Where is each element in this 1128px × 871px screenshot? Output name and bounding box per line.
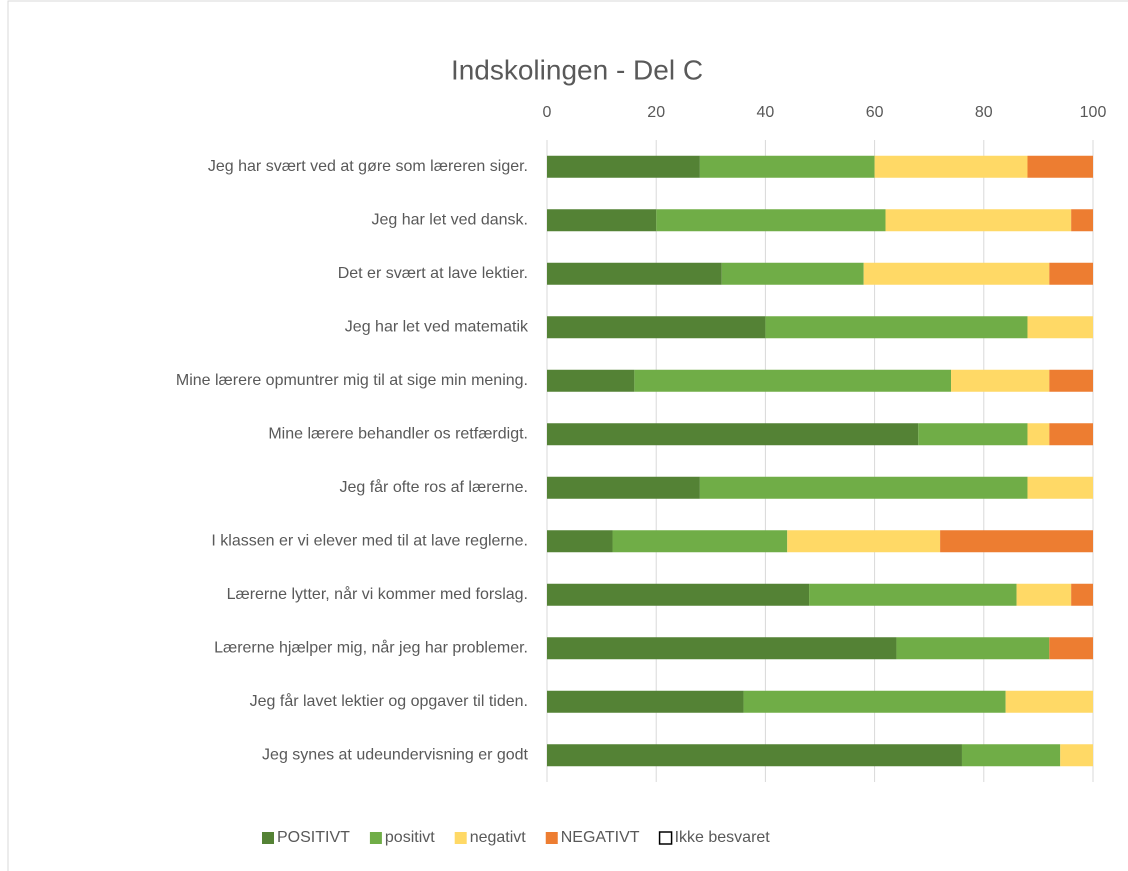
bar-segment [918,423,1028,446]
bar-segment [547,530,613,553]
bar-segment [547,476,700,499]
x-tick-label: 60 [866,104,884,121]
legend-label: NEGATIVT [561,829,640,846]
bar-segment [547,423,919,446]
bar-segment [940,530,1093,553]
x-tick-label: 0 [543,104,552,121]
bar-segment [863,262,1050,285]
bar-segment [1071,209,1093,232]
y-tick-label: Jeg har let ved dansk. [371,211,528,228]
bar-segment [1005,690,1093,713]
bar-segment [699,476,1028,499]
bar-segment [951,369,1050,392]
legend-marker [545,832,558,844]
y-tick-label: Det er svært at lave lektier. [338,265,528,282]
bar-segment [1027,423,1050,446]
bar-segment [1049,262,1093,285]
y-tick-label: Mine lærere opmuntrer mig til at sige mi… [176,372,528,389]
y-tick-label: Jeg får lavet lektier og opgaver til tid… [250,692,528,710]
bar-segment [896,637,1050,660]
y-tick-label: Jeg får ofte ros af lærerne. [339,478,528,496]
x-tick-label: 100 [1080,104,1107,121]
legend-marker [262,832,274,844]
bar-segment [547,316,766,339]
bar-segment [547,744,962,767]
bar-segment [547,690,744,713]
bar-segment [1049,423,1093,446]
bar-segment [547,262,722,285]
bar-segment [1027,476,1093,499]
x-tick-label: 20 [647,104,665,121]
y-tick-label: Mine lærere behandler os retfærdigt. [268,425,528,442]
legend-marker [658,831,673,845]
bar-segment [1049,637,1093,660]
bar-segment [1027,316,1093,339]
bar-segment [765,316,1028,339]
bar-segment [885,209,1072,232]
bar-segment [961,744,1061,767]
legend-marker [369,832,382,844]
y-tick-label: Jeg synes at udeundervisning er godt [262,746,529,763]
bar-segment [787,530,941,553]
bar-segment [1060,744,1093,767]
legend-label: POSITIVT [277,829,350,846]
bar-segment [1071,583,1093,606]
bar-segment [809,583,1017,606]
x-tick-label: 80 [975,104,993,121]
bar-segment [547,369,635,392]
y-tick-label: Lærerne hjælper mig, når jeg har problem… [214,638,528,656]
bar-segment [547,583,810,606]
chart-title: Indskolingen - Del C [451,54,703,85]
bar-segment [547,155,700,178]
legend-label: Ikke besvaret [675,829,771,846]
y-tick-label: Lærerne lytter, når vi kommer med forsla… [227,585,528,603]
bar-segment [1027,155,1093,178]
legend-label: positivt [385,829,435,846]
bar-segment [699,155,875,178]
bar-segment [547,637,897,660]
legend-label: negativt [470,829,527,846]
y-tick-label: Jeg har let ved matematik [345,318,529,335]
y-tick-label: I klassen er vi elever med til at lave r… [211,532,528,549]
x-tick-label: 40 [757,104,775,121]
y-tick-label: Jeg har svært ved at gøre som læreren si… [208,158,528,175]
bar-segment [721,262,864,285]
bar-segment [1049,369,1093,392]
bar-segment [1016,583,1072,606]
bar-segment [612,530,788,553]
bar-segment [656,209,886,232]
legend-marker [454,832,467,844]
bar-segment [874,155,1028,178]
bar-segment [743,690,1006,713]
bar-segment [634,369,952,392]
bar-segment [547,209,657,232]
